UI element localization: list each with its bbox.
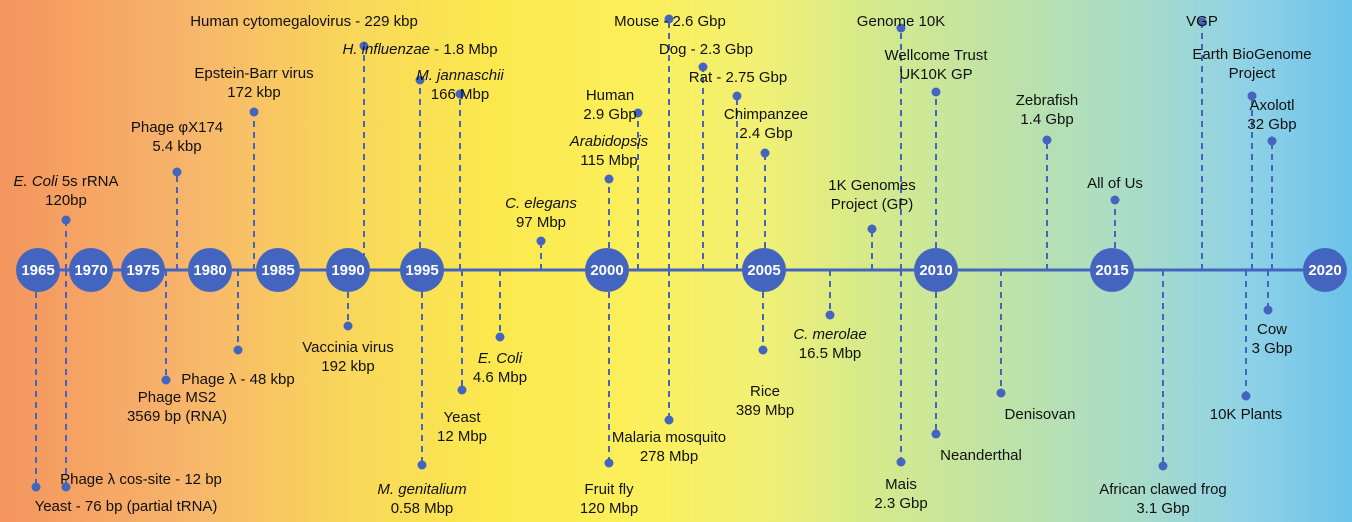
event-label: Wellcome Trust UK10K GP [884, 47, 988, 83]
event-marker [1042, 135, 1052, 145]
event-marker [1267, 136, 1277, 146]
year-marker-2010: 2010 [914, 248, 958, 292]
event-marker [417, 460, 427, 470]
event-label: Arabidopsis 115 Mbp [569, 133, 649, 169]
event-label: Earth BioGenome Project [1192, 46, 1312, 82]
event-marker [161, 375, 171, 385]
event-marker [31, 482, 41, 492]
event-label: Dog - 2.3 Gbp [658, 41, 754, 58]
event-label: Axolotl 32 Gbp [1247, 97, 1297, 133]
event-label: M. genitalium 0.58 Mbp [377, 481, 467, 517]
event-marker [758, 345, 768, 355]
event-label: Neanderthal [940, 447, 1022, 464]
event-marker [604, 174, 614, 184]
event-label: Mais 2.3 Gbp [874, 476, 928, 512]
event-marker [536, 236, 546, 246]
event-marker [633, 108, 643, 118]
event-label: VGP [1186, 13, 1218, 30]
event-label: Rat - 2.75 Gbp [688, 69, 788, 86]
event-marker [664, 415, 674, 425]
event-label: Yeast - 76 bp (partial tRNA) [34, 498, 218, 515]
event-marker [996, 388, 1006, 398]
event-marker [495, 332, 505, 342]
event-marker [896, 23, 906, 33]
event-label: Fruit fly 120 Mbp [579, 481, 639, 517]
event-marker [61, 215, 71, 225]
year-marker-2015: 2015 [1090, 248, 1134, 292]
event-label: E. Coli 4.6 Mbp [472, 350, 528, 386]
event-marker [698, 62, 708, 72]
year-marker-1975: 1975 [121, 248, 165, 292]
event-label: 10K Plants [1209, 406, 1283, 423]
event-marker [931, 87, 941, 97]
event-marker [455, 89, 465, 99]
event-marker [61, 482, 71, 492]
year-marker-2020: 2020 [1303, 248, 1347, 292]
year-marker-1990: 1990 [326, 248, 370, 292]
event-marker [931, 429, 941, 439]
event-marker [359, 41, 369, 51]
event-label: Human cytomegalovirus - 229 kbp [190, 13, 418, 30]
event-label: C. elegans 97 Mbp [505, 195, 577, 231]
event-label: M. jannaschii 166 Mbp [416, 67, 504, 103]
event-label: All of Us [1087, 175, 1143, 192]
event-label: Phage λ - 48 kbp [181, 371, 295, 388]
event-marker [1197, 17, 1207, 27]
event-marker [172, 167, 182, 177]
event-label: Mouse - 2.6 Gbp [614, 13, 726, 30]
event-label: Cow 3 Gbp [1251, 321, 1293, 357]
event-marker [1110, 195, 1120, 205]
event-marker [604, 458, 614, 468]
event-label: Epstein-Barr virus 172 kbp [194, 65, 314, 101]
event-marker [1263, 305, 1273, 315]
event-marker [896, 457, 906, 467]
event-label: Yeast 12 Mbp [436, 409, 488, 445]
event-label: E. Coli 5s rRNA 120bp [13, 173, 119, 209]
event-marker [1247, 91, 1257, 101]
year-marker-1985: 1985 [256, 248, 300, 292]
event-label: Rice 389 Mbp [735, 383, 795, 419]
event-marker [457, 385, 467, 395]
event-label: Genome 10K [856, 13, 946, 30]
year-marker-1995: 1995 [400, 248, 444, 292]
event-marker [1158, 461, 1168, 471]
event-marker [233, 345, 243, 355]
event-marker [1241, 391, 1251, 401]
event-marker [415, 75, 425, 85]
event-label: African clawed frog 3.1 Gbp [1099, 481, 1227, 517]
event-label: H. influenzae - 1.8 Mbp [342, 41, 498, 58]
event-marker [732, 91, 742, 101]
event-label: Malaria mosquito 278 Mbp [611, 429, 727, 465]
event-marker [343, 321, 353, 331]
event-marker [825, 310, 835, 320]
year-marker-1970: 1970 [69, 248, 113, 292]
event-marker [664, 14, 674, 24]
year-marker-2000: 2000 [585, 248, 629, 292]
event-marker [249, 107, 259, 117]
year-marker-2005: 2005 [742, 248, 786, 292]
event-label: Phage φX174 5.4 kbp [130, 119, 224, 155]
event-label: Phage λ cos-site - 12 bp [60, 471, 222, 488]
event-label: 1K Genomes Project (GP) [828, 177, 916, 213]
event-label: Chimpanzee 2.4 Gbp [723, 106, 809, 142]
event-label: Phage MS2 3569 bp (RNA) [126, 389, 228, 425]
event-label: Human 2.9 Gbp [583, 87, 637, 123]
year-marker-1980: 1980 [188, 248, 232, 292]
year-marker-1965: 1965 [16, 248, 60, 292]
event-label: C. merolae 16.5 Mbp [793, 326, 867, 362]
event-marker [867, 224, 877, 234]
event-marker [760, 148, 770, 158]
event-label: Denisovan [1004, 406, 1076, 423]
event-label: Zebrafish 1.4 Gbp [1015, 92, 1079, 128]
event-label: Vaccinia virus 192 kbp [302, 339, 394, 375]
